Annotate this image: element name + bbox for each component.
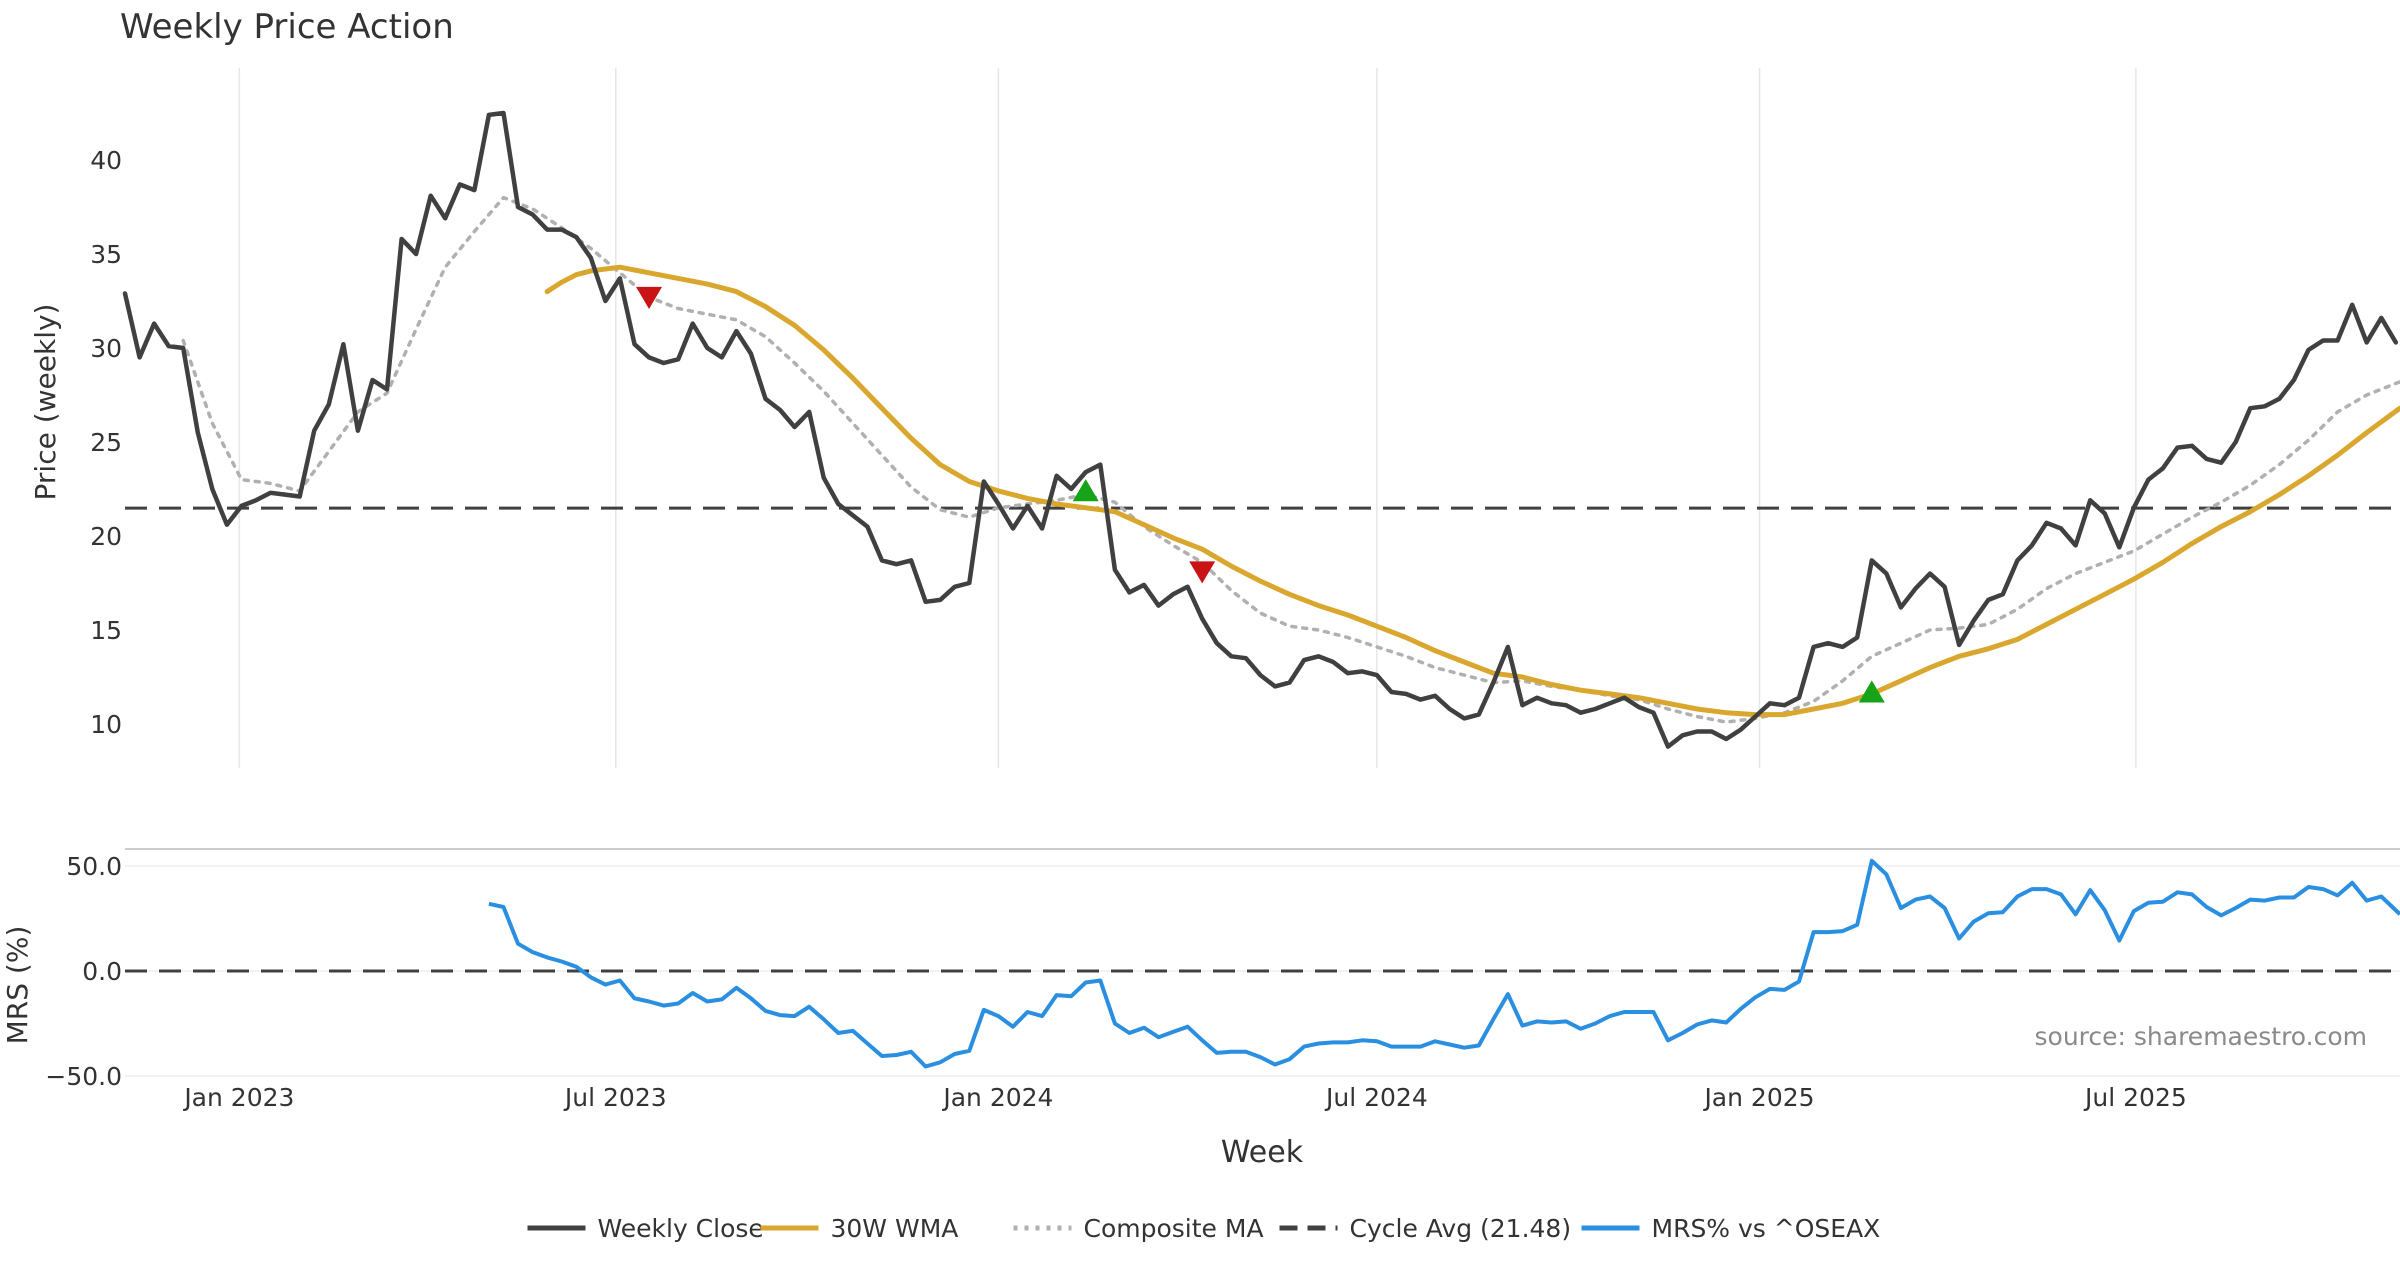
legend-label-0: Weekly Close [598,1214,764,1243]
legend-label-4: MRS% vs ^OSEAX [1652,1214,1881,1243]
legend-label-3: Cycle Avg (21.48) [1350,1214,1572,1243]
legend-label-2: Composite MA [1084,1214,1264,1243]
buy-signal-marker-3 [1858,680,1885,703]
x-tick-label-0: Jan 2023 [182,1083,294,1112]
tick-layer: 10 15 20 25 30 35 40 50.0 0.0 −50.0 Jan 2023 Jul 20… [45,146,2186,1112]
source-annotation: source: sharemaestro.com [2035,1022,2368,1051]
series-layer [122,110,2400,1069]
mrs-y-tick-label-2: −50.0 [45,1062,122,1091]
grid-layer [125,68,2400,1077]
x-tick-label-5: Jul 2025 [2083,1083,2187,1112]
buy-signal-marker-1 [1072,479,1099,502]
weekly-close-line [122,110,2399,749]
price-y-tick-label-6: 40 [90,146,122,175]
price-y-tick-label-3: 25 [90,428,122,457]
marker-layer [636,286,1885,703]
price-y-axis-label: Price (weekly) [29,304,62,501]
composite-ma-line [181,195,2400,724]
x-tick-label-1: Jul 2023 [563,1083,667,1112]
legend-label-1: 30W WMA [831,1214,959,1243]
sell-signal-marker-0 [636,286,663,309]
price-chart-title: Weekly Price Action [120,7,454,47]
price-y-tick-label-1: 15 [90,616,122,645]
price-y-tick-label-5: 35 [90,240,122,269]
x-tick-label-2: Jan 2024 [941,1083,1053,1112]
mrs-line [488,858,2400,1069]
mrs-y-axis-label: MRS (%) [1,926,34,1045]
x-tick-label-4: Jan 2025 [1702,1083,1814,1112]
wma-30w-line [544,264,2400,718]
mrs-y-tick-label-0: 50.0 [66,852,122,881]
price-y-tick-label-2: 20 [90,522,122,551]
price-y-tick-label-4: 30 [90,334,122,363]
x-tick-label-3: Jul 2024 [1324,1083,1428,1112]
price-y-tick-label-0: 10 [90,710,122,739]
x-axis-label: Week [1221,1135,1304,1170]
mrs-y-tick-label-1: 0.0 [82,957,122,986]
legend: Weekly Close 30W WMA Composite MA Cycle Avg… [527,1214,1881,1243]
sell-signal-marker-2 [1189,561,1216,584]
